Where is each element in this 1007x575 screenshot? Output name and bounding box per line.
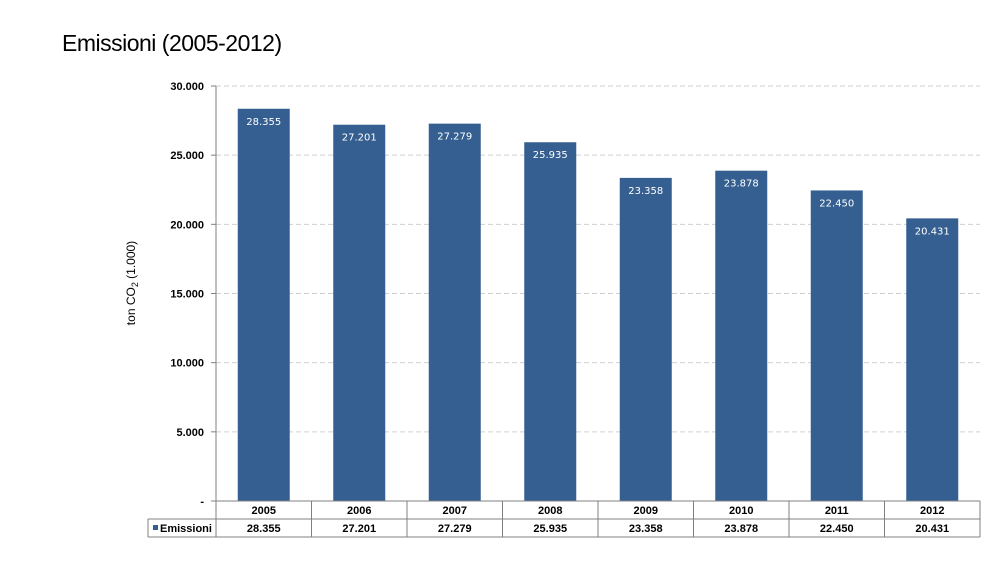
y-axis: - 5.000 10.000 15.000 20.000 25.000 30.000 [170, 81, 217, 508]
y-tick-label: 10.000 [170, 358, 204, 370]
table-value-2007: 27.279 [438, 523, 472, 535]
y-tick-label: - [200, 496, 204, 508]
data-table: 2005 28.355 2006 27.201 2007 27.279 2008 25.935… [147, 500, 981, 538]
x-tick-label: 2007 [443, 505, 467, 517]
legend-swatch [153, 525, 158, 530]
x-tick-label: 2009 [634, 505, 658, 517]
x-tick-label: 2006 [347, 505, 371, 517]
table-value-2009: 23.358 [629, 523, 663, 535]
data-label-2005: 28.355 [246, 117, 281, 128]
chart-title: Emissioni (2005-2012) [62, 30, 282, 56]
x-tick-label: 2005 [252, 505, 276, 517]
y-tick-label: 5.000 [176, 427, 204, 439]
data-label-2012: 20.431 [915, 226, 950, 237]
y-axis-label: ton CO2 (1.000) [124, 241, 140, 325]
bar-2012 [906, 218, 959, 502]
gridlines [216, 85, 980, 433]
table-value-2012: 20.431 [915, 523, 949, 535]
y-tick-label: 20.000 [170, 219, 204, 231]
data-label-2009: 23.358 [628, 186, 663, 197]
bar-2005 [237, 108, 290, 502]
legend-series-name: Emissioni [160, 523, 212, 535]
data-label-2008: 25.935 [533, 150, 568, 161]
data-label-2007: 27.279 [437, 132, 472, 143]
y-tick-label: 25.000 [170, 150, 204, 162]
table-value-2011: 22.450 [820, 523, 854, 535]
bar-2008 [524, 142, 577, 502]
table-value-2010: 23.878 [724, 523, 758, 535]
data-label-2010: 23.878 [724, 179, 759, 190]
bars: 28.355 27.201 27.279 25.935 23.358 23.878 22.4… [237, 108, 959, 502]
data-label-2011: 22.450 [819, 198, 854, 209]
bar-2011 [810, 190, 863, 502]
y-tick-label: 15.000 [170, 289, 204, 301]
x-tick-label: 2008 [538, 505, 562, 517]
bar-2009 [619, 177, 672, 502]
x-tick-label: 2010 [729, 505, 753, 517]
table-value-2008: 25.935 [533, 523, 567, 535]
table-value-2006: 27.201 [342, 523, 376, 535]
data-label-2006: 27.201 [342, 133, 377, 144]
bar-2006 [333, 124, 386, 502]
bar-2007 [428, 123, 481, 501]
bar-2010 [715, 170, 768, 501]
y-tick-label: 30.000 [170, 81, 204, 93]
table-value-2005: 28.355 [247, 523, 281, 535]
x-tick-label: 2012 [920, 505, 944, 517]
x-tick-label: 2011 [825, 505, 849, 517]
